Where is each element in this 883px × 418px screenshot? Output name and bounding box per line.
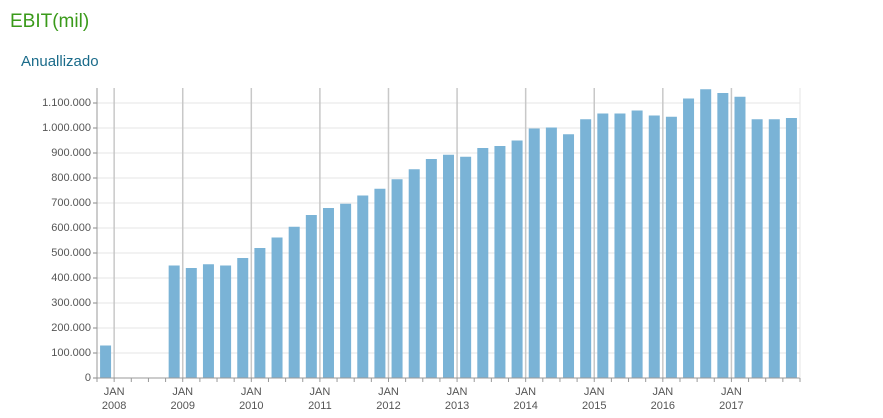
chart-subtitle: Anuallizado: [21, 53, 99, 70]
bar: [271, 237, 283, 378]
bar: [580, 119, 592, 378]
bar: [648, 115, 660, 378]
x-tick-year: 2011: [308, 400, 332, 412]
bar: [288, 226, 300, 378]
bar: [391, 179, 403, 378]
x-tick-month: JAN: [515, 386, 536, 398]
bar: [494, 146, 506, 378]
bar: [408, 169, 420, 378]
bar: [700, 89, 712, 378]
y-tick-label: 1.100.000: [42, 97, 91, 109]
bar: [322, 208, 334, 378]
x-tick-year: 2010: [239, 400, 263, 412]
x-tick-month: JAN: [241, 386, 262, 398]
bar: [768, 119, 780, 378]
bar: [717, 93, 729, 378]
x-tick-year: 2012: [376, 400, 400, 412]
y-tick-label: 900.000: [51, 147, 91, 159]
bar: [202, 264, 214, 378]
x-tick-year: 2014: [513, 400, 537, 412]
bar: [614, 113, 626, 378]
bar: [100, 345, 112, 378]
bar: [220, 265, 232, 378]
bar: [185, 268, 197, 378]
bar: [563, 134, 575, 378]
bar: [528, 128, 540, 378]
x-tick-year: 2015: [582, 400, 606, 412]
bar: [597, 113, 609, 378]
bar: [751, 119, 763, 378]
x-tick-year: 2017: [719, 400, 743, 412]
y-tick-label: 300.000: [51, 297, 91, 309]
y-tick-label: 800.000: [51, 172, 91, 184]
bar: [305, 215, 317, 378]
y-tick-label: 700.000: [51, 197, 91, 209]
bar: [374, 188, 386, 378]
chart-title: EBIT(mil): [10, 11, 89, 32]
x-tick-year: 2009: [170, 400, 194, 412]
y-tick-label: 600.000: [51, 222, 91, 234]
x-tick-month: JAN: [652, 386, 673, 398]
x-tick-month: JAN: [378, 386, 399, 398]
bar: [545, 127, 557, 378]
y-tick-label: 1.000.000: [42, 122, 91, 134]
x-tick-month: JAN: [721, 386, 742, 398]
x-tick-year: 2016: [651, 400, 675, 412]
x-tick-month: JAN: [104, 386, 125, 398]
bar: [683, 98, 695, 378]
x-tick-month: JAN: [584, 386, 605, 398]
y-tick-label: 200.000: [51, 322, 91, 334]
bar: [425, 159, 437, 378]
bar: [237, 258, 249, 378]
bar: [477, 148, 489, 378]
bar: [785, 118, 797, 378]
y-tick-label: 0: [85, 372, 91, 384]
bar: [357, 195, 369, 378]
bar: [254, 248, 266, 378]
y-tick-label: 500.000: [51, 247, 91, 259]
bar: [340, 203, 352, 378]
bar: [665, 116, 677, 378]
bar: [168, 265, 180, 378]
bar: [511, 140, 523, 378]
bar: [443, 154, 454, 378]
x-tick-year: 2008: [102, 400, 126, 412]
x-tick-month: JAN: [172, 386, 193, 398]
bar: [460, 156, 472, 378]
bar: [734, 96, 746, 378]
x-tick-month: JAN: [447, 386, 468, 398]
bar: [631, 110, 643, 378]
x-tick-year: 2013: [445, 400, 469, 412]
x-tick-month: JAN: [310, 386, 331, 398]
y-tick-label: 100.000: [51, 347, 91, 359]
y-tick-label: 400.000: [51, 272, 91, 284]
